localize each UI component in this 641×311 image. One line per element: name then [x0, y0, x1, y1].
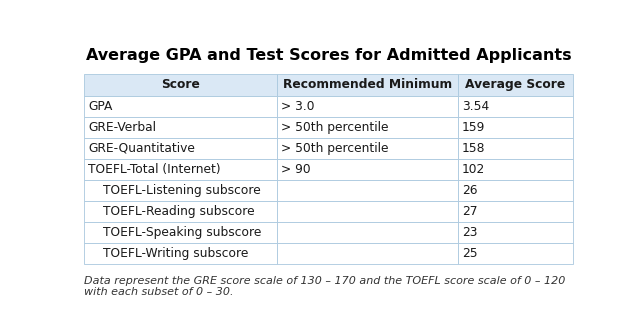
Text: TOEFL-Writing subscore: TOEFL-Writing subscore	[103, 247, 248, 260]
Bar	[84, 201, 277, 222]
Text: TOEFL-Reading subscore: TOEFL-Reading subscore	[103, 205, 254, 218]
Text: 23: 23	[462, 226, 478, 239]
Bar	[458, 222, 573, 243]
Text: TOEFL-Speaking subscore: TOEFL-Speaking subscore	[103, 226, 262, 239]
Text: GRE-Verbal: GRE-Verbal	[88, 121, 156, 134]
Bar	[458, 95, 573, 117]
Bar	[458, 117, 573, 138]
Text: Average Score: Average Score	[465, 78, 565, 91]
Bar	[458, 138, 573, 159]
Text: 102: 102	[462, 163, 485, 176]
Text: Score: Score	[161, 78, 200, 91]
Bar	[277, 138, 458, 159]
Bar	[84, 117, 277, 138]
Text: GRE-Quantitative: GRE-Quantitative	[88, 142, 195, 155]
Text: 27: 27	[462, 205, 478, 218]
Bar	[277, 117, 458, 138]
Text: > 50th percentile: > 50th percentile	[281, 121, 388, 134]
Bar	[277, 222, 458, 243]
Bar	[458, 159, 573, 180]
Text: 25: 25	[462, 247, 478, 260]
Bar	[458, 180, 573, 201]
Text: GPA: GPA	[88, 100, 112, 113]
Bar	[277, 243, 458, 264]
Text: 159: 159	[462, 121, 485, 134]
Bar	[277, 180, 458, 201]
Bar	[277, 74, 458, 95]
Text: 158: 158	[462, 142, 485, 155]
Bar	[84, 243, 277, 264]
Bar	[84, 138, 277, 159]
Bar	[84, 159, 277, 180]
Text: Data represent the GRE score scale of 130 – 170 and the TOEFL score scale of 0 –: Data represent the GRE score scale of 13…	[84, 276, 565, 297]
Text: > 50th percentile: > 50th percentile	[281, 142, 388, 155]
Bar	[84, 180, 277, 201]
Bar	[84, 222, 277, 243]
Bar	[458, 201, 573, 222]
Bar	[84, 95, 277, 117]
Text: 3.54: 3.54	[462, 100, 489, 113]
Text: TOEFL-Listening subscore: TOEFL-Listening subscore	[103, 184, 261, 197]
Bar	[277, 201, 458, 222]
Text: > 90: > 90	[281, 163, 311, 176]
Bar	[84, 74, 277, 95]
Text: Recommended Minimum: Recommended Minimum	[283, 78, 452, 91]
Text: > 3.0: > 3.0	[281, 100, 315, 113]
Bar	[277, 159, 458, 180]
Bar	[458, 243, 573, 264]
Text: TOEFL-Total (Internet): TOEFL-Total (Internet)	[88, 163, 221, 176]
Bar	[277, 95, 458, 117]
Text: Average GPA and Test Scores for Admitted Applicants: Average GPA and Test Scores for Admitted…	[86, 48, 571, 63]
Text: 26: 26	[462, 184, 478, 197]
Bar	[458, 74, 573, 95]
